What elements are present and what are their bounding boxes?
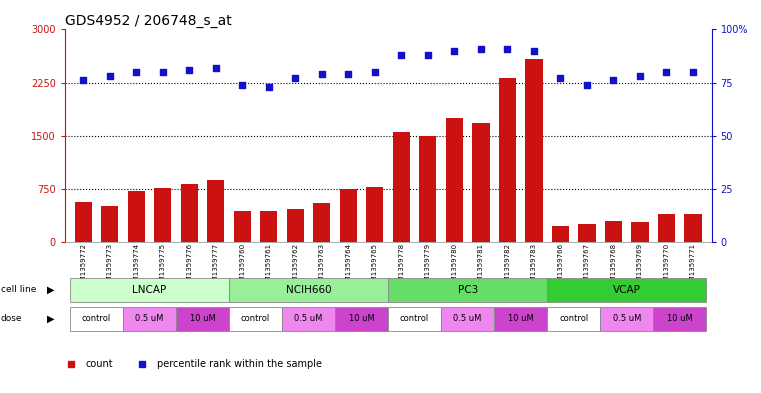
Bar <box>234 211 251 242</box>
Bar <box>494 307 547 331</box>
Bar <box>128 191 145 242</box>
Bar <box>578 224 596 242</box>
Text: dose: dose <box>1 314 22 323</box>
Point <box>316 71 328 77</box>
Bar <box>684 214 702 242</box>
Bar <box>101 206 119 242</box>
Point <box>130 69 142 75</box>
Bar <box>632 222 648 242</box>
Text: NCIH660: NCIH660 <box>286 285 331 295</box>
Point <box>210 64 222 71</box>
Bar <box>229 278 388 301</box>
Text: count: count <box>85 358 113 369</box>
Bar <box>207 180 224 242</box>
Bar <box>552 226 569 242</box>
Text: ▶: ▶ <box>47 314 55 324</box>
Bar <box>176 307 229 331</box>
Point <box>157 69 169 75</box>
Text: control: control <box>559 314 588 323</box>
Bar <box>393 132 410 242</box>
Bar <box>287 209 304 242</box>
Point <box>236 81 248 88</box>
Bar <box>70 278 229 301</box>
Text: 0.5 uM: 0.5 uM <box>454 314 482 323</box>
Bar <box>366 187 384 242</box>
Text: PC3: PC3 <box>457 285 478 295</box>
Point <box>395 52 407 58</box>
Text: LNCAP: LNCAP <box>132 285 167 295</box>
Point <box>448 48 460 54</box>
Bar <box>75 202 92 242</box>
Point <box>77 77 89 84</box>
Point <box>661 69 673 75</box>
Text: cell line: cell line <box>1 285 36 294</box>
Text: 0.5 uM: 0.5 uM <box>613 314 641 323</box>
Point <box>554 75 566 81</box>
Text: 10 uM: 10 uM <box>667 314 693 323</box>
Bar <box>388 307 441 331</box>
Bar <box>229 307 282 331</box>
Point <box>501 46 514 52</box>
Bar <box>547 278 706 301</box>
Bar <box>547 307 600 331</box>
Text: percentile rank within the sample: percentile rank within the sample <box>157 358 322 369</box>
Bar <box>335 307 388 331</box>
Text: control: control <box>241 314 270 323</box>
Bar <box>388 278 547 301</box>
Bar <box>658 214 675 242</box>
Point <box>634 73 646 79</box>
Text: VCAP: VCAP <box>613 285 641 295</box>
Bar <box>441 307 494 331</box>
Bar <box>498 78 516 242</box>
Bar <box>605 221 622 242</box>
Bar <box>180 184 198 242</box>
Point <box>607 77 619 84</box>
Bar <box>260 211 278 242</box>
Bar <box>525 59 543 242</box>
Point <box>103 73 116 79</box>
Text: 0.5 uM: 0.5 uM <box>295 314 323 323</box>
Bar <box>123 307 176 331</box>
Point <box>475 46 487 52</box>
Point <box>183 67 196 73</box>
Text: control: control <box>82 314 111 323</box>
Bar <box>339 189 357 242</box>
Text: 0.5 uM: 0.5 uM <box>135 314 164 323</box>
Bar <box>473 123 489 242</box>
Text: 10 uM: 10 uM <box>508 314 533 323</box>
Text: 10 uM: 10 uM <box>349 314 374 323</box>
Bar <box>314 203 330 242</box>
Point <box>422 52 434 58</box>
Text: 10 uM: 10 uM <box>189 314 215 323</box>
Bar <box>282 307 335 331</box>
Point <box>528 48 540 54</box>
Bar <box>600 307 653 331</box>
Text: control: control <box>400 314 429 323</box>
Point <box>263 84 275 90</box>
Point <box>342 71 355 77</box>
Bar <box>653 307 706 331</box>
Point <box>289 75 301 81</box>
Bar <box>419 136 437 242</box>
Point <box>369 69 381 75</box>
Text: GDS4952 / 206748_s_at: GDS4952 / 206748_s_at <box>65 15 231 28</box>
Bar <box>446 118 463 242</box>
Bar <box>70 307 123 331</box>
Text: ▶: ▶ <box>47 285 55 295</box>
Bar <box>154 188 171 242</box>
Point <box>687 69 699 75</box>
Point <box>581 81 593 88</box>
